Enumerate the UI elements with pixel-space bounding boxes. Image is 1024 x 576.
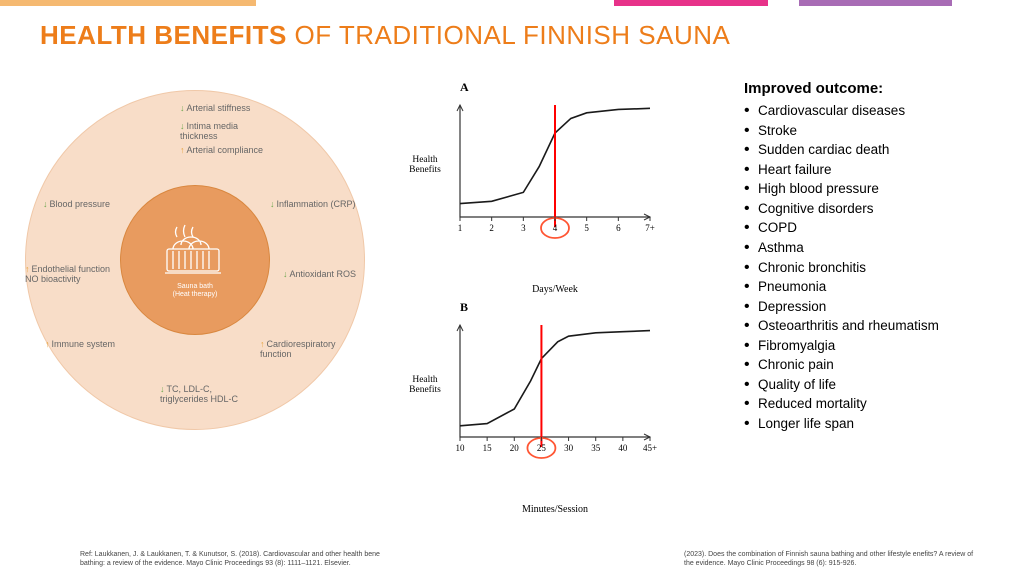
axis-tick: 7+: [645, 223, 655, 233]
outcome-item: High blood pressure: [744, 179, 1004, 199]
outcome-item: Longer life span: [744, 414, 1004, 434]
circular-diagram: Sauna bath(Heat therapy) ↓Arterial stiff…: [25, 90, 365, 430]
title-bold: HEALTH BENEFITS: [40, 20, 287, 50]
inner-circle: Sauna bath(Heat therapy): [120, 185, 270, 335]
outcome-item: Depression: [744, 297, 1004, 317]
factor-label: ↑Arterial compliance: [180, 146, 270, 156]
reference-2: (2023). Does the combination of Finnish …: [684, 551, 984, 568]
factor-label: ↓Arterial stiffness: [180, 104, 270, 114]
chart-a-xlabel: Days/Week: [450, 284, 660, 295]
factor-label: ↓Intima media thickness: [180, 122, 270, 142]
chart-b-ylabel: Health Benefits: [400, 375, 450, 396]
outcome-item: Heart failure: [744, 160, 1004, 180]
chart-b: B Health Benefits Minutes/Session 101520…: [450, 315, 710, 495]
factor-label: ↑Immune system: [45, 340, 135, 350]
panel-letter-a: A: [460, 80, 469, 95]
factor-label: ↓Antioxidant ROS: [283, 270, 373, 280]
charts-region: A Health Benefits Days/Week 1 2 3 4 5 6 7+ B H…: [400, 80, 710, 510]
axis-tick: 30: [564, 443, 573, 453]
axis-tick: 3: [521, 223, 526, 233]
factor-label: ↑Endothelial function NO bioactivity: [25, 265, 115, 285]
outcome-item: Quality of life: [744, 375, 1004, 395]
title-light: OF TRADITIONAL FINNISH SAUNA: [287, 20, 731, 50]
outcome-item: Cardiovascular diseases: [744, 101, 1004, 121]
axis-tick: 5: [584, 223, 589, 233]
outcome-item: Reduced mortality: [744, 394, 1004, 414]
decorative-top-bar: [0, 0, 1024, 6]
page-title: HEALTH BENEFITS OF TRADITIONAL FINNISH S…: [40, 20, 730, 51]
axis-tick: 45+: [643, 443, 657, 453]
outcomes-list: Improved outcome: Cardiovascular disease…: [744, 80, 1004, 434]
outcome-item: Sudden cardiac death: [744, 140, 1004, 160]
outcomes-heading: Improved outcome:: [744, 80, 1004, 97]
axis-tick: 35: [591, 443, 600, 453]
outcome-item: Asthma: [744, 238, 1004, 258]
outcome-item: Osteoarthritis and rheumatism: [744, 316, 1004, 336]
outcomes-ul: Cardiovascular diseasesStrokeSudden card…: [744, 101, 1004, 434]
outcome-item: Fibromyalgia: [744, 336, 1004, 356]
axis-tick: 25: [537, 443, 546, 453]
axis-tick: 1: [458, 223, 463, 233]
factor-label: ↓Blood pressure: [43, 200, 133, 210]
sauna-icon: [155, 221, 235, 281]
outcome-item: Stroke: [744, 121, 1004, 141]
outcome-item: Cognitive disorders: [744, 199, 1004, 219]
chart-a: A Health Benefits Days/Week 1234567+: [450, 95, 710, 275]
axis-tick: 6: [616, 223, 621, 233]
factor-label: ↑Cardiorespiratory function: [260, 340, 350, 360]
sauna-label: Sauna bath(Heat therapy): [173, 283, 218, 298]
factor-label: ↓Inflammation (CRP): [270, 200, 360, 210]
chart-b-xlabel: Minutes/Session: [450, 504, 660, 515]
outcome-item: Chronic bronchitis: [744, 258, 1004, 278]
axis-tick: 15: [483, 443, 492, 453]
factor-label: ↓TC, LDL-C, triglycerides HDL-C: [160, 385, 250, 405]
outcome-item: Pneumonia: [744, 277, 1004, 297]
panel-letter-b: B: [460, 300, 468, 315]
outcome-item: COPD: [744, 218, 1004, 238]
axis-tick: 4: [553, 223, 558, 233]
chart-a-ylabel: Health Benefits: [400, 155, 450, 176]
outcome-item: Chronic pain: [744, 355, 1004, 375]
axis-tick: 20: [510, 443, 519, 453]
axis-tick: 2: [489, 223, 494, 233]
reference-1: Ref: Laukkanen, J. & Laukkanen, T. & Kun…: [80, 551, 400, 568]
axis-tick: 10: [456, 443, 465, 453]
axis-tick: 40: [618, 443, 627, 453]
chart-b-svg: [450, 315, 660, 455]
chart-a-svg: [450, 95, 660, 235]
